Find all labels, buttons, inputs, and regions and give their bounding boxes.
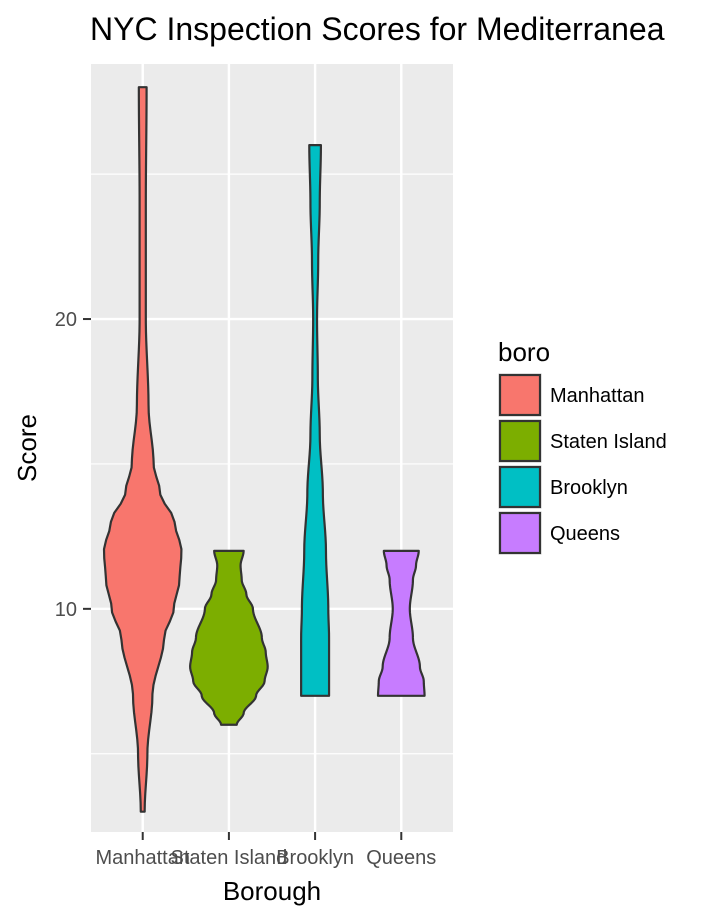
legend-swatch (498, 465, 542, 509)
legend-title: boro (498, 337, 550, 367)
y-axis-label: Score (12, 414, 42, 482)
legend-label: Manhattan (550, 385, 645, 407)
x-tick-label: Manhattan (95, 847, 190, 869)
legend: boro Manhattan Staten Island Brooklyn Queen… (498, 337, 667, 555)
y-axis: 10 20 (55, 309, 91, 621)
x-axis-label: Borough (223, 876, 321, 906)
y-tick-label: 10 (55, 599, 77, 621)
x-tick-label: Queens (366, 847, 436, 869)
legend-swatch (498, 511, 542, 555)
chart-title: NYC Inspection Scores for Mediterranea (90, 11, 665, 47)
violin-staten-island (189, 549, 269, 726)
legend-swatch (498, 373, 542, 417)
violins (102, 86, 426, 813)
violin-queens (376, 549, 426, 697)
x-tick-label: Brooklyn (276, 847, 354, 869)
legend-label: Queens (550, 523, 620, 545)
legend-label: Staten Island (550, 431, 667, 453)
y-tick-label: 20 (55, 309, 77, 331)
legend-label: Brooklyn (550, 477, 628, 499)
x-tick-label: Staten Island (171, 847, 288, 869)
legend-swatch (498, 419, 542, 463)
violin-brooklyn (300, 144, 331, 697)
violin-manhattan (102, 86, 183, 813)
legend-entries: Manhattan Staten Island Brooklyn Queens (498, 373, 667, 555)
